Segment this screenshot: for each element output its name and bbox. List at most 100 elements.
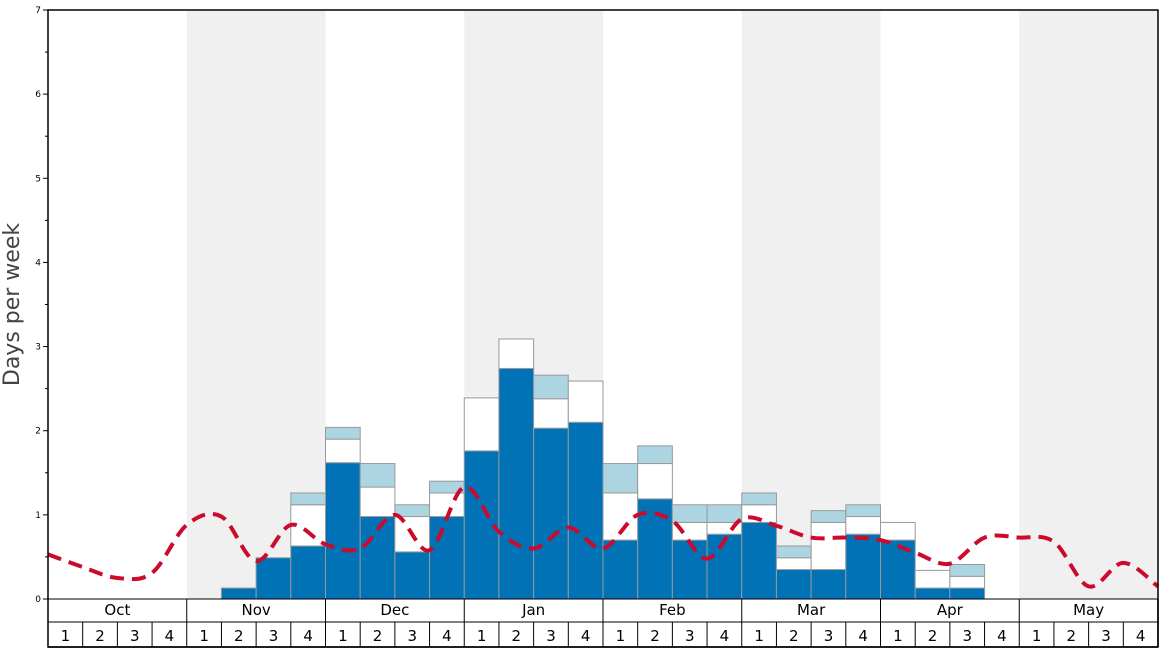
bar-light-blue-21 [775, 545, 812, 559]
y-tick-label-2: 2 [35, 427, 41, 437]
month-label-may: May [1073, 601, 1104, 619]
bar-light-blue-17 [637, 445, 673, 465]
bar-white-segment-24 [880, 521, 916, 541]
bar-light-blue-10 [394, 504, 431, 518]
bar-light-blue-20 [741, 492, 777, 506]
month-label-oct: Oct [104, 601, 130, 619]
week-label-nov-2: 2 [234, 627, 244, 645]
bar-dark-blue-18 [671, 539, 708, 600]
week-label-mar-3: 3 [824, 627, 834, 645]
month-label-mar: Mar [797, 601, 826, 619]
week-label-jan-4: 4 [581, 627, 591, 645]
bar-light-blue-8 [325, 426, 361, 440]
bar-light-blue-14 [533, 374, 569, 400]
bar-light-blue-18 [671, 504, 708, 523]
week-label-apr-1: 1 [893, 627, 903, 645]
y-axis-label: Days per week [0, 223, 25, 386]
bar-light-blue-26 [949, 564, 986, 577]
month-label-jan: Jan [521, 601, 545, 619]
week-label-feb-4: 4 [720, 627, 730, 645]
bar-dark-blue-11 [429, 516, 465, 600]
y-axis: 0 1 2 3 4 5 6 7 [35, 6, 48, 605]
bar-dark-blue-5 [220, 587, 257, 600]
bar-white-segment-8 [325, 438, 361, 464]
week-label-nov-3: 3 [269, 627, 279, 645]
shade-may [1019, 10, 1158, 599]
week-label-may-2: 2 [1067, 627, 1077, 645]
week-label-nov-1: 1 [199, 627, 209, 645]
bar-light-blue-7 [290, 492, 326, 506]
bar-dark-blue-14 [533, 427, 569, 600]
bar-dark-blue-21 [775, 569, 812, 600]
week-label-dec-1: 1 [338, 627, 348, 645]
bar-light-blue-9 [359, 463, 396, 488]
week-label-oct-2: 2 [95, 627, 105, 645]
week-label-dec-3: 3 [407, 627, 417, 645]
bar-dark-blue-22 [810, 569, 847, 600]
week-label-nov-4: 4 [303, 627, 313, 645]
week-label-feb-1: 1 [616, 627, 626, 645]
week-label-jan-2: 2 [512, 627, 522, 645]
bar-dark-blue-7 [290, 545, 326, 600]
bar-white-segment-17 [637, 463, 673, 500]
week-label-apr-4: 4 [997, 627, 1007, 645]
week-label-mar-1: 1 [754, 627, 764, 645]
week-label-may-3: 3 [1101, 627, 1111, 645]
bar-white-segment-13 [498, 338, 535, 369]
y-tick-label-3: 3 [35, 343, 41, 353]
week-label-feb-2: 2 [650, 627, 660, 645]
bar-dark-blue-23 [845, 533, 881, 600]
bar-white-segment-26 [949, 575, 986, 589]
y-tick-label-4: 4 [35, 258, 41, 268]
bar-white-segment-25 [914, 569, 951, 589]
bar-dark-blue-16 [602, 539, 639, 600]
y-tick-label-6: 6 [35, 90, 41, 100]
bar-dark-blue-15 [567, 421, 604, 600]
week-label-apr-3: 3 [962, 627, 972, 645]
week-label-apr-2: 2 [928, 627, 938, 645]
week-label-oct-1: 1 [61, 627, 71, 645]
week-label-oct-4: 4 [165, 627, 175, 645]
trend-line-group [47, 485, 1160, 589]
bar-light-blue-19 [706, 504, 743, 523]
week-label-dec-2: 2 [373, 627, 383, 645]
week-label-oct-3: 3 [130, 627, 140, 645]
week-label-mar-2: 2 [789, 627, 799, 645]
bar-light-blue-22 [810, 510, 847, 523]
month-label-feb: Feb [659, 601, 686, 619]
week-label-may-4: 4 [1136, 627, 1146, 645]
week-label-dec-4: 4 [442, 627, 452, 645]
bar-white-segment-12 [463, 397, 500, 452]
bar-light-blue-16 [602, 463, 639, 494]
week-label-feb-3: 3 [685, 627, 695, 645]
bar-light-blue-23 [845, 504, 881, 518]
y-tick-label-0: 0 [35, 595, 41, 605]
y-tick-label-7: 7 [35, 6, 41, 16]
bar-dark-blue-13 [498, 367, 535, 600]
bar-dark-blue-6 [255, 557, 292, 600]
y-tick-label-5: 5 [35, 174, 41, 184]
month-label-nov: Nov [241, 601, 270, 619]
month-shading [186, 10, 1158, 599]
y-tick-label-1: 1 [35, 511, 41, 521]
month-label-dec: Dec [380, 601, 409, 619]
bar-white-segment-9 [359, 486, 396, 518]
bar-dark-blue-26 [949, 587, 986, 600]
week-label-may-1: 1 [1032, 627, 1042, 645]
bar-white-segment-15 [567, 380, 604, 423]
bar-white-segment-23 [845, 516, 881, 535]
bar-dark-blue-25 [914, 587, 951, 600]
bar-dark-blue-8 [325, 462, 361, 600]
x-axis: Oct 1 2 3 4 Nov 1 2 3 4 Dec 1 2 3 4 Jan 1 2 3 4 Feb 1 2 3 4 Mar 1 2… [47, 598, 1159, 648]
month-label-apr: Apr [937, 601, 964, 619]
plot-frame [47, 9, 1159, 648]
week-label-jan-3: 3 [546, 627, 556, 645]
trend-line [47, 485, 1160, 589]
bar-dark-blue-10 [394, 551, 431, 600]
week-label-jan-1: 1 [477, 627, 487, 645]
bar-white-segment-21 [775, 557, 812, 571]
bar-white-segment-14 [533, 398, 569, 429]
bar-white-segment-22 [810, 521, 847, 571]
